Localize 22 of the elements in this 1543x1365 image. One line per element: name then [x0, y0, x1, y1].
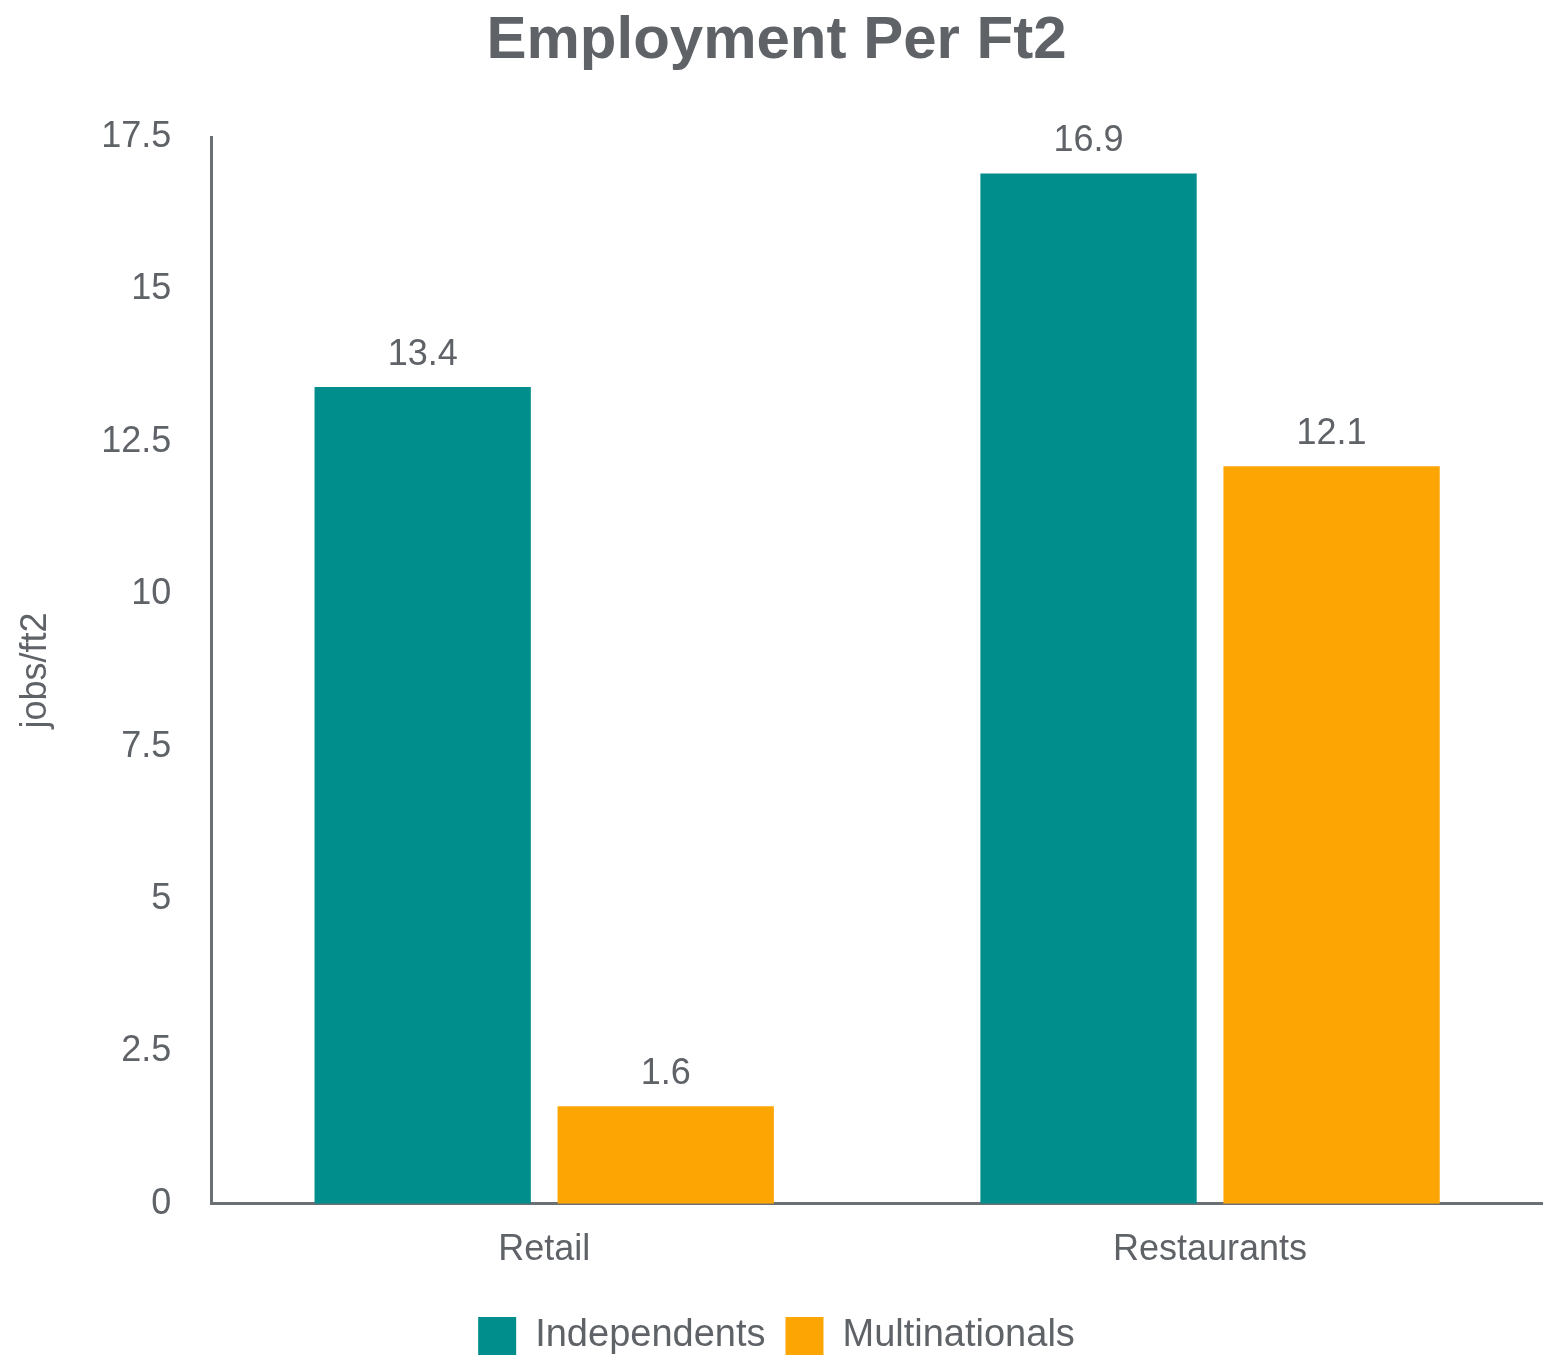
bar: [557, 1106, 774, 1204]
x-tick-label: Restaurants: [1113, 1227, 1308, 1269]
x-tick-label: Retail: [498, 1227, 591, 1269]
chart-title: Employment Per Ft2: [486, 3, 1067, 71]
y-tick-label: 15: [131, 266, 172, 308]
y-axis-title: jobs/ft2: [12, 612, 54, 730]
y-tick-label: 5: [151, 875, 172, 917]
y-tick-label: 0: [151, 1180, 172, 1222]
legend-label: Multinationals: [842, 1312, 1075, 1355]
data-label: 12.1: [1296, 411, 1367, 453]
bar: [314, 386, 531, 1204]
y-tick-label: 12.5: [101, 418, 172, 460]
y-tick-label: 17.5: [101, 113, 172, 155]
y-tick-label: 10: [131, 571, 172, 613]
data-label: 13.4: [387, 331, 458, 373]
y-tick-label: 7.5: [121, 723, 172, 765]
legend-label: Independents: [535, 1312, 766, 1355]
y-tick-label: 2.5: [121, 1028, 172, 1070]
data-label: 16.9: [1053, 118, 1124, 160]
data-label: 1.6: [640, 1051, 691, 1093]
bar: [1223, 466, 1440, 1204]
bar: [980, 173, 1197, 1204]
